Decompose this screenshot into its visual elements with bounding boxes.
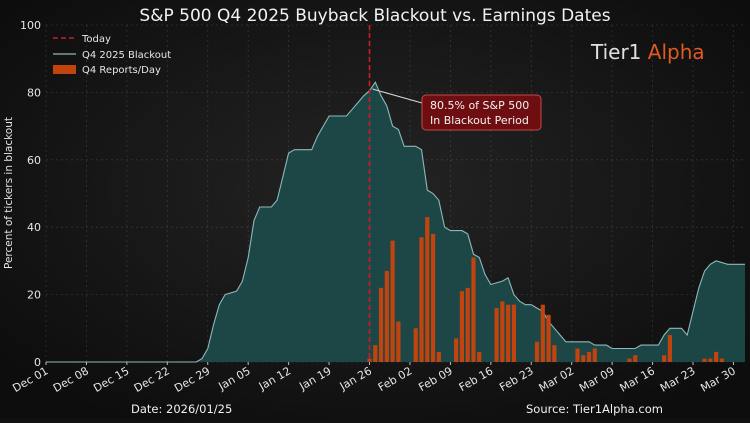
reports-bar bbox=[506, 304, 511, 362]
brand-part-1: Tier1 bbox=[590, 40, 641, 64]
reports-bar bbox=[708, 358, 713, 362]
footer-source: Source: Tier1Alpha.com bbox=[526, 402, 663, 416]
reports-bar bbox=[384, 271, 389, 362]
reports-bar bbox=[459, 291, 465, 362]
legend-blackout-label: Q4 2025 Blackout bbox=[82, 50, 171, 61]
reports-bar bbox=[633, 355, 638, 362]
reports-bar bbox=[477, 351, 482, 362]
y-tick-label: 20 bbox=[27, 289, 41, 302]
callout-line-1: 80.5% of S&P 500 bbox=[430, 99, 529, 112]
y-tick-label: 0 bbox=[34, 356, 41, 369]
reports-bar bbox=[430, 233, 436, 362]
y-axis-label: Percent of tickers in blackout bbox=[3, 117, 15, 269]
reports-bar bbox=[540, 304, 545, 362]
reports-bar bbox=[581, 355, 586, 362]
reports-bar bbox=[552, 345, 557, 362]
chart-title: S&P 500 Q4 2025 Buyback Blackout vs. Ear… bbox=[139, 6, 610, 26]
reports-bar bbox=[575, 348, 580, 362]
reports-bar bbox=[667, 335, 672, 362]
reports-bar bbox=[454, 338, 459, 362]
reports-bar bbox=[378, 287, 384, 362]
reports-bar bbox=[500, 301, 505, 362]
y-tick-label: 100 bbox=[20, 19, 41, 32]
callout: 80.5% of S&P 500 In Blackout Period bbox=[372, 88, 542, 131]
reports-bar bbox=[367, 358, 372, 362]
reports-bar bbox=[413, 328, 418, 362]
reports-bar bbox=[471, 257, 476, 362]
y-tick-label: 40 bbox=[27, 221, 41, 234]
y-tick-label: 60 bbox=[27, 154, 41, 167]
reports-bar bbox=[436, 351, 441, 362]
reports-bar bbox=[662, 355, 667, 362]
reports-bar bbox=[546, 314, 551, 362]
legend-bars-label: Q4 Reports/Day bbox=[82, 65, 161, 76]
reports-bar bbox=[702, 358, 707, 362]
reports-bar bbox=[373, 345, 378, 362]
reports-bar bbox=[396, 321, 401, 362]
reports-bar bbox=[511, 304, 517, 362]
reports-bar bbox=[494, 308, 499, 362]
legend-bars-swatch bbox=[53, 65, 76, 74]
blackout-line bbox=[46, 81, 745, 363]
legend: Today Q4 2025 Blackout Q4 Reports/Day bbox=[53, 34, 171, 76]
callout-arrow bbox=[372, 88, 423, 104]
callout-box bbox=[421, 94, 542, 131]
brand-logo: Tier1 Alpha bbox=[590, 40, 705, 64]
reports-bar bbox=[714, 351, 719, 362]
reports-bar bbox=[425, 217, 430, 362]
blackout-area-fill bbox=[46, 82, 745, 363]
brand-part-2: Alpha bbox=[641, 40, 704, 64]
footer-date: Date: 2026/01/25 bbox=[131, 402, 232, 416]
legend-today-label: Today bbox=[81, 34, 111, 45]
callout-line-2: In Blackout Period bbox=[430, 114, 529, 127]
reports-bar bbox=[627, 358, 632, 362]
reports-bar bbox=[465, 287, 470, 362]
reports-bar bbox=[586, 351, 592, 362]
reports-bar bbox=[719, 358, 724, 362]
reports-bar bbox=[419, 237, 424, 362]
reports-bar bbox=[534, 341, 540, 362]
y-ticks: 0 20 40 60 80 100 bbox=[20, 19, 41, 369]
reports-bars bbox=[367, 217, 724, 362]
reports-bar bbox=[390, 240, 395, 362]
reports-bar bbox=[592, 348, 597, 362]
y-tick-label: 80 bbox=[27, 86, 41, 99]
blackout-area bbox=[46, 81, 745, 363]
